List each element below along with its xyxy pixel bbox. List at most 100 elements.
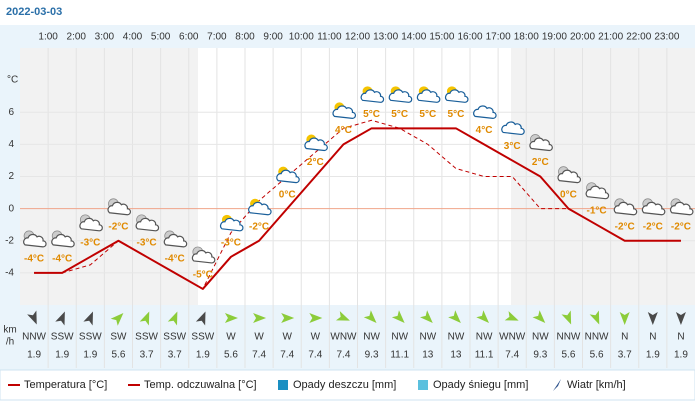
hour-label: 13:00 xyxy=(373,32,398,43)
hour-label: 14:00 xyxy=(401,32,426,43)
cloud xyxy=(107,201,131,216)
wind-speed: 1.9 xyxy=(83,350,97,361)
weather-icon xyxy=(529,134,553,152)
temperature-label: 4°C xyxy=(335,125,352,136)
legend-label: Temp. odczuwalna [°C] xyxy=(144,379,257,391)
legend-swatch xyxy=(418,380,428,390)
legend-swatch xyxy=(278,380,288,390)
arrow-shape xyxy=(167,311,178,326)
arrow-shape xyxy=(27,310,37,325)
wind-direction: N xyxy=(621,332,628,343)
wind-speed: 11.1 xyxy=(475,350,494,361)
hour-label: 10:00 xyxy=(289,32,314,43)
wind-speed: 1.9 xyxy=(27,350,41,361)
wind-speed: 13 xyxy=(422,350,434,361)
temperature-label: -2°C xyxy=(615,221,635,232)
wind-direction: NW xyxy=(532,332,549,343)
weather-icon xyxy=(51,230,75,248)
wind-arrow xyxy=(420,310,433,323)
hour-label: 9:00 xyxy=(263,32,283,43)
wind-speed: 9.3 xyxy=(533,350,547,361)
temperature-label: -4°C xyxy=(24,254,44,265)
wind-arrow xyxy=(476,310,490,323)
wind-unit: km xyxy=(3,325,16,336)
wind-speed: 7.4 xyxy=(505,350,519,361)
legend-label: Wiatr [km/h] xyxy=(567,379,626,391)
weather-icon xyxy=(248,198,272,216)
hour-label: 1:00 xyxy=(38,32,58,43)
temperature-label: 5°C xyxy=(391,109,408,120)
cloud xyxy=(135,217,160,232)
weather-icon xyxy=(220,214,244,232)
legend-label: Opady śniegu [mm] xyxy=(433,379,528,391)
wind-direction: SSW xyxy=(191,332,214,343)
wind-direction: NW xyxy=(391,332,408,343)
wind-speed: 5.6 xyxy=(561,350,575,361)
wind-direction: W xyxy=(282,332,292,343)
legend-arrow xyxy=(553,379,561,391)
cloud xyxy=(332,105,356,119)
arrow-shape xyxy=(448,310,461,323)
wind-direction: SSW xyxy=(163,332,186,343)
cloud xyxy=(501,121,525,136)
wind-arrow xyxy=(281,313,295,323)
cloud xyxy=(276,169,300,184)
cloud xyxy=(51,233,75,248)
wind-direction: NNW xyxy=(556,332,580,343)
weather-icon xyxy=(191,246,216,264)
hour-label: 5:00 xyxy=(151,32,171,43)
weather-icon xyxy=(135,214,160,232)
arrow-shape xyxy=(83,311,93,326)
weather-icon xyxy=(107,198,131,216)
wind-speed: 11.1 xyxy=(390,350,409,361)
arrow-shape xyxy=(619,312,630,325)
wind-arrow xyxy=(139,311,150,326)
weather-icon xyxy=(276,166,300,184)
hour-label: 17:00 xyxy=(486,32,511,43)
cloud xyxy=(529,137,553,152)
cloud xyxy=(585,185,610,200)
wind-speed: 7.4 xyxy=(336,350,350,361)
temperature-label: 5°C xyxy=(419,109,436,120)
wind-direction: WNW xyxy=(330,332,357,343)
cloud xyxy=(557,169,581,184)
y-tick-label: -4 xyxy=(5,268,14,279)
wind-arrow xyxy=(391,310,405,323)
wind-speed: 13 xyxy=(450,350,462,361)
hour-label: 21:00 xyxy=(598,32,623,43)
cloud xyxy=(163,233,188,248)
hour-label: 7:00 xyxy=(207,32,227,43)
cloud xyxy=(473,105,497,119)
hour-label: 2:00 xyxy=(67,32,87,43)
hour-label: 12:00 xyxy=(345,32,370,43)
y-tick-label: 0 xyxy=(8,203,14,214)
wind-unit: /h xyxy=(6,337,14,348)
temperature-label: -1°C xyxy=(587,205,607,216)
wind-arrow xyxy=(448,310,461,323)
wind-speed: 1.9 xyxy=(55,350,69,361)
temperature-label: -2°C xyxy=(643,221,663,232)
temperature-label: 2°C xyxy=(307,157,324,168)
wind-direction: NW xyxy=(476,332,493,343)
wind-arrow xyxy=(561,310,572,325)
wind-speed: 5.6 xyxy=(224,350,238,361)
wind-arrow xyxy=(589,310,600,325)
wind-speed: 7.4 xyxy=(280,350,294,361)
temperature-label: -3°C xyxy=(221,237,241,248)
cloud xyxy=(416,89,441,103)
hour-label: 18:00 xyxy=(514,32,539,43)
temperature-label: -3°C xyxy=(80,237,100,248)
legend-label: Temperatura [°C] xyxy=(24,379,107,391)
hour-label: 20:00 xyxy=(570,32,595,43)
temperature-label: 5°C xyxy=(363,109,380,120)
wind-speed: 7.4 xyxy=(252,350,266,361)
cloud xyxy=(388,89,413,103)
wind-speed: 1.9 xyxy=(196,350,210,361)
hour-label: 15:00 xyxy=(429,32,454,43)
hour-label: 4:00 xyxy=(123,32,143,43)
cloud xyxy=(445,89,469,103)
wind-speed: 1.9 xyxy=(646,350,660,361)
temperature-label: 3°C xyxy=(504,141,521,152)
temperature-label: 0°C xyxy=(560,189,577,200)
wind-arrow xyxy=(253,313,267,323)
